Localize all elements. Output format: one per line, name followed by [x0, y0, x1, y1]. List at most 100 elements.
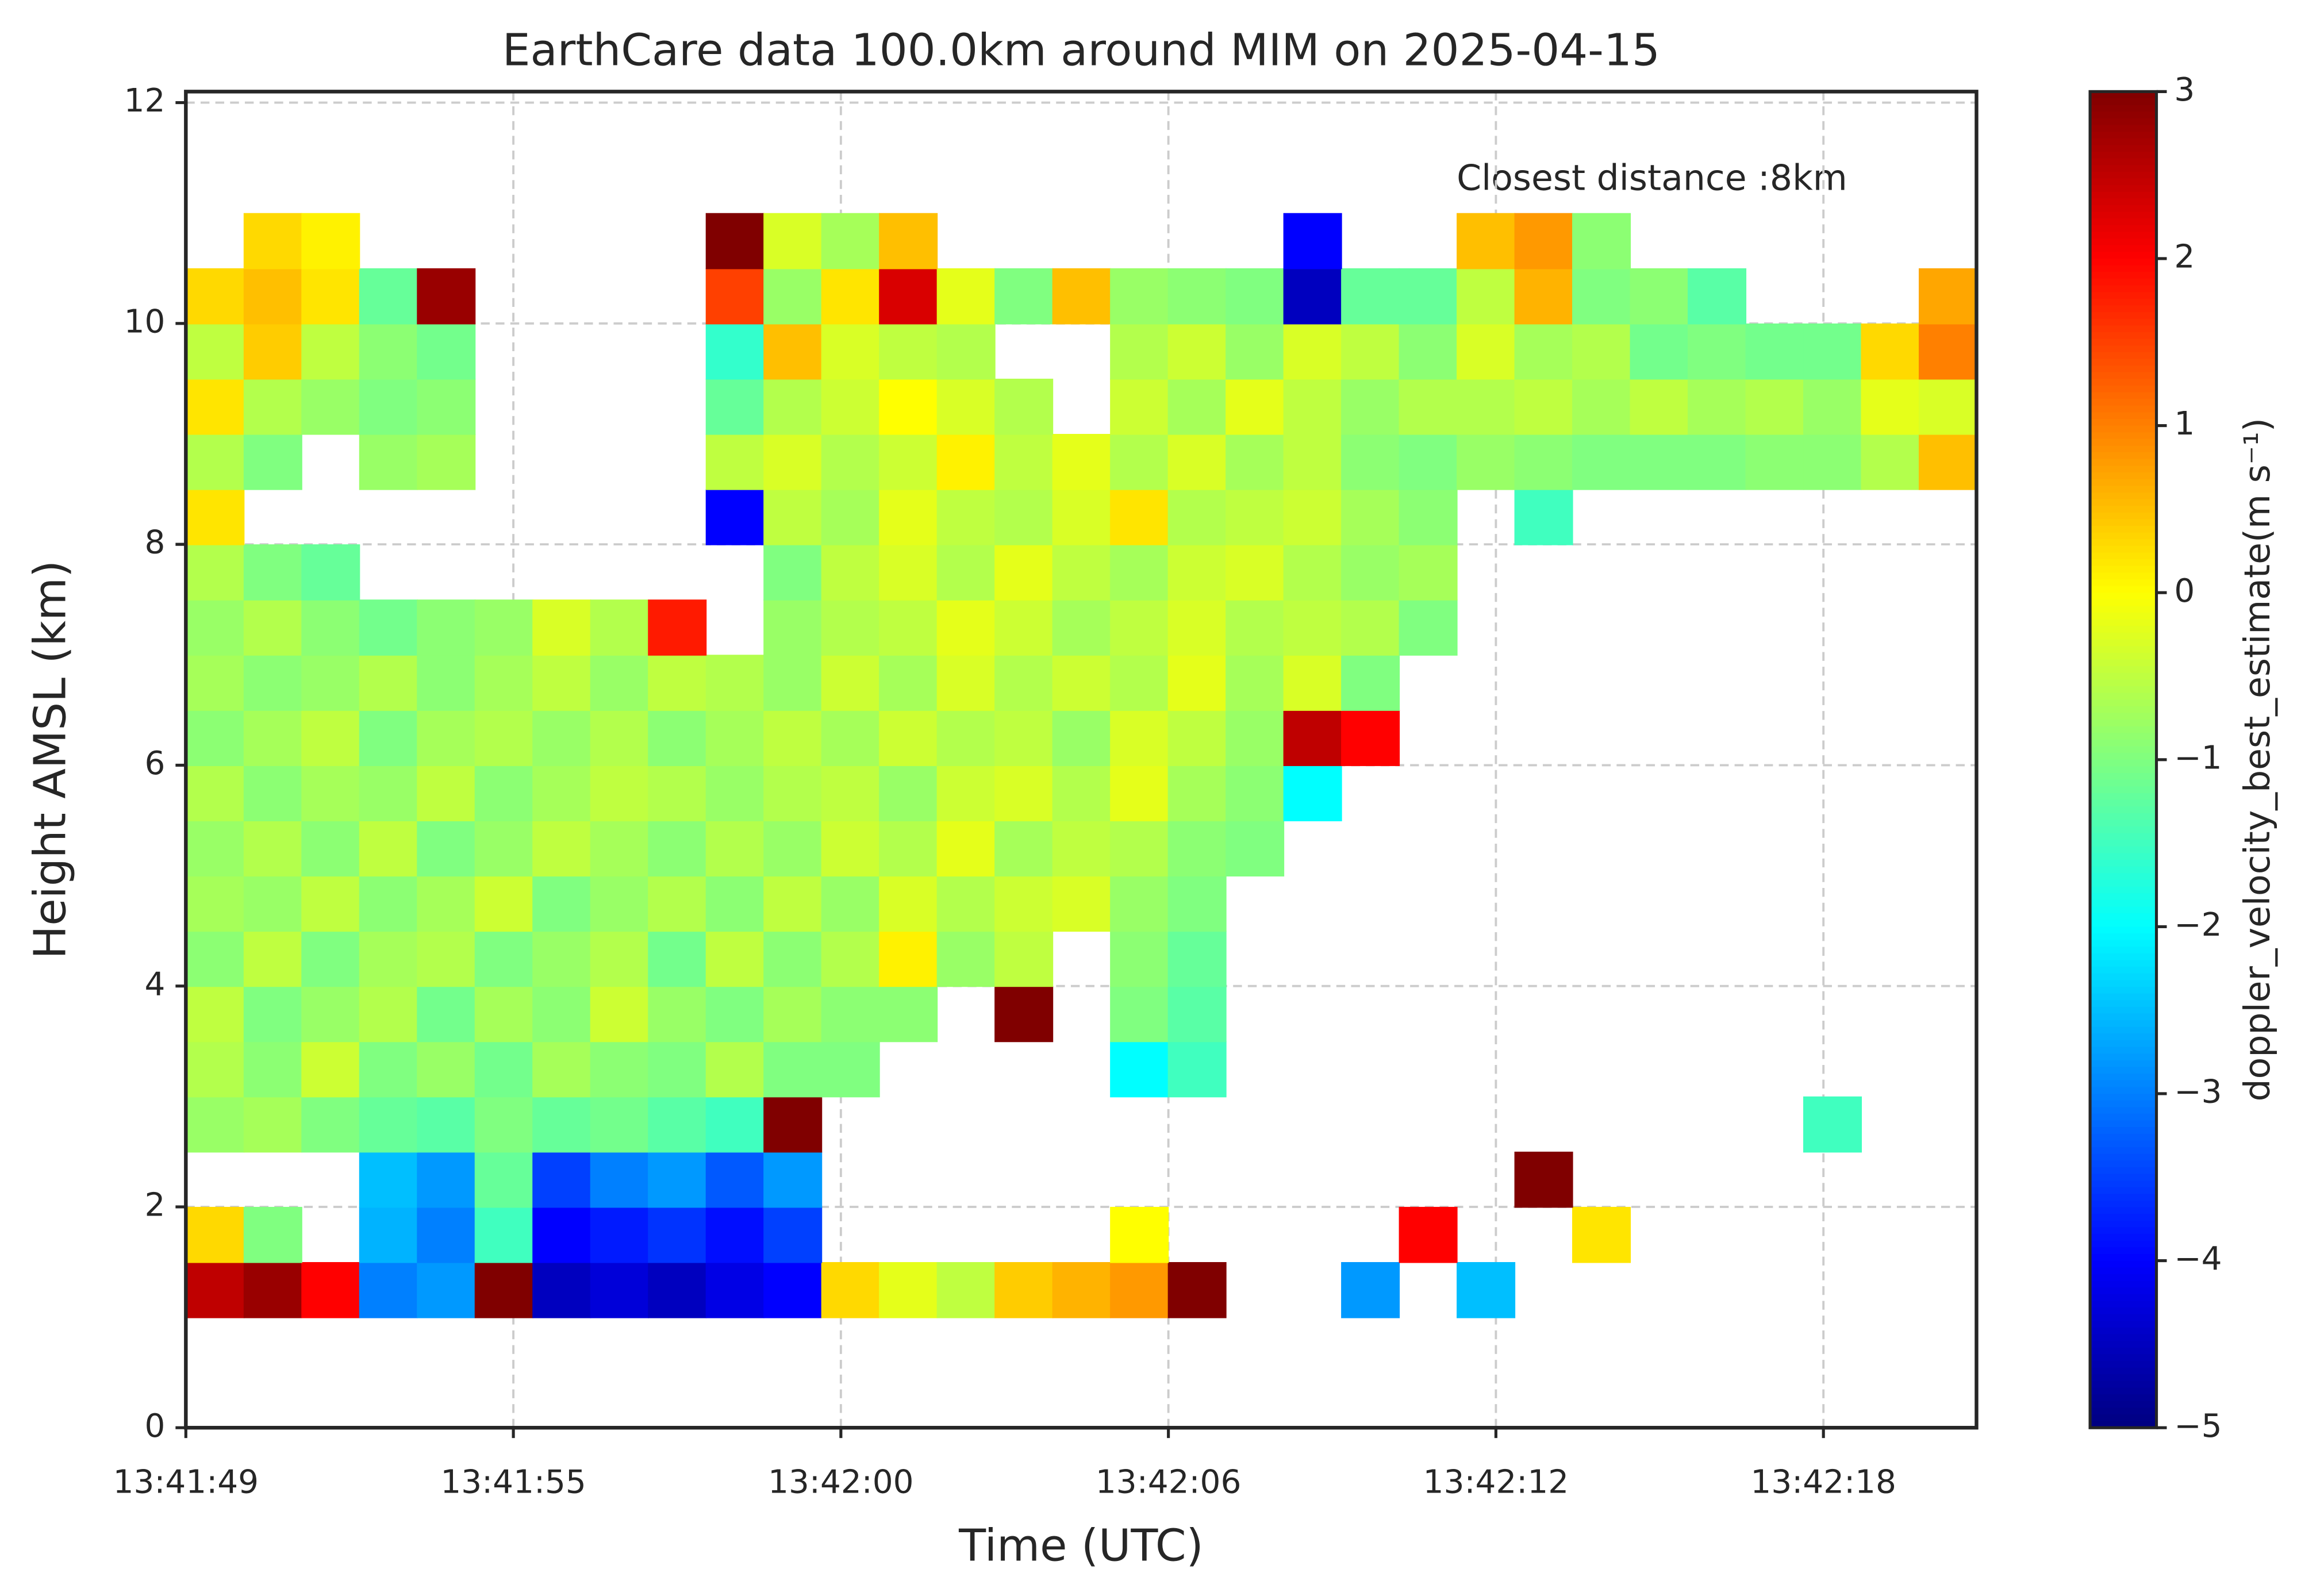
heatmap-cell: [821, 765, 880, 821]
heatmap-cell: [705, 489, 765, 545]
heatmap-cell: [1861, 323, 1920, 380]
heatmap-cell: [243, 930, 302, 987]
heatmap-cell: [1167, 655, 1227, 711]
colorbar-segment: [2090, 1387, 2157, 1395]
heatmap-cell: [301, 765, 360, 821]
heatmap-cell: [359, 710, 418, 766]
heatmap-cell: [879, 710, 938, 766]
heatmap-cell: [879, 378, 938, 435]
heatmap-cell: [763, 1096, 823, 1153]
heatmap-cell: [1341, 433, 1400, 490]
heatmap-cell: [936, 930, 996, 987]
y-tick-label: 4: [144, 966, 165, 1003]
heatmap-cell: [1399, 433, 1458, 490]
heatmap-cell: [590, 986, 649, 1043]
x-axis-label: Time (UTC): [958, 1521, 1203, 1572]
colorbar-segment: [2090, 492, 2157, 500]
heatmap-cell: [243, 433, 302, 490]
heatmap-cell: [474, 1262, 533, 1318]
colorbar-segment: [2090, 205, 2157, 213]
heatmap-cell: [1457, 1262, 1516, 1318]
heatmap-cell: [243, 986, 302, 1043]
heatmap-cell: [417, 655, 476, 711]
heatmap-cell: [648, 820, 707, 877]
heatmap-cell: [1283, 433, 1342, 490]
heatmap-cell: [705, 655, 765, 711]
colorbar-segment: [2090, 1026, 2157, 1034]
colorbar-segment: [2090, 506, 2157, 514]
colorbar-segment: [2090, 425, 2157, 433]
heatmap-cell: [879, 986, 938, 1043]
heatmap-cell: [821, 323, 880, 380]
heatmap-cell: [590, 1151, 649, 1208]
heatmap-cell: [186, 765, 245, 821]
heatmap-cell: [417, 710, 476, 766]
heatmap-cell: [879, 1262, 938, 1318]
heatmap-cell: [705, 875, 765, 932]
colorbar-tick-label: 0: [2174, 572, 2195, 610]
heatmap-cell: [186, 433, 245, 490]
heatmap-cell: [417, 1151, 476, 1208]
heatmap-cell: [1572, 323, 1631, 380]
heatmap-cell: [417, 599, 476, 656]
colorbar-segment: [2090, 532, 2157, 540]
colorbar-segment: [2090, 98, 2157, 106]
heatmap-cell: [532, 1206, 591, 1263]
heatmap-cell: [879, 599, 938, 656]
colorbar-segment: [2090, 1334, 2157, 1342]
heatmap-cell: [1283, 323, 1342, 380]
colorbar-segment: [2090, 980, 2157, 988]
heatmap-cell: [648, 655, 707, 711]
colorbar-segment: [2090, 1020, 2157, 1028]
colorbar-segment: [2090, 713, 2157, 721]
heatmap-cell: [821, 930, 880, 987]
heatmap-cell: [1803, 323, 1862, 380]
heatmap-cell: [1341, 655, 1400, 711]
heatmap-cell: [1283, 544, 1342, 601]
heatmap-cell: [359, 1096, 418, 1153]
heatmap-cell: [763, 875, 823, 932]
heatmap-cell: [186, 489, 245, 545]
heatmap-cell: [474, 655, 533, 711]
heatmap-cell: [1803, 378, 1862, 435]
colorbar-segment: [2090, 1200, 2157, 1209]
heatmap-cell: [763, 820, 823, 877]
heatmap-cell: [1399, 489, 1458, 545]
colorbar-segment: [2090, 272, 2157, 280]
heatmap-cell: [936, 710, 996, 766]
y-tick-label: 2: [144, 1187, 165, 1224]
colorbar-segment: [2090, 833, 2157, 841]
heatmap-cell: [1226, 489, 1285, 545]
colorbar-segment: [2090, 345, 2157, 353]
colorbar-segment: [2090, 1113, 2157, 1122]
heatmap-cell: [1167, 599, 1227, 656]
heatmap-cell: [243, 1041, 302, 1098]
heatmap-cell: [186, 268, 245, 325]
colorbar-tick-label: −2: [2174, 906, 2222, 944]
colorbar-segment: [2090, 906, 2157, 914]
colorbar-segment: [2090, 432, 2157, 440]
colorbar-segment: [2090, 138, 2157, 146]
heatmap-cell: [1457, 213, 1516, 270]
heatmap-cell: [1341, 268, 1400, 325]
colorbar-segment: [2090, 1240, 2157, 1248]
heatmap-cell: [1167, 820, 1227, 877]
colorbar-segment: [2090, 766, 2157, 774]
colorbar-segment: [2090, 1274, 2157, 1282]
heatmap-cell: [1457, 268, 1516, 325]
heatmap-cell: [1514, 268, 1573, 325]
heatmap-cell: [763, 213, 823, 270]
heatmap-cell: [1110, 433, 1169, 490]
heatmap-cell: [243, 1096, 302, 1153]
heatmap-cell: [821, 986, 880, 1043]
heatmap-cell: [1226, 765, 1285, 821]
heatmap-cell: [359, 930, 418, 987]
colorbar-segment: [2090, 1247, 2157, 1255]
colorbar-segment: [2090, 418, 2157, 427]
heatmap-cell: [1052, 875, 1111, 932]
heatmap-cell: [1918, 268, 1978, 325]
heatmap-cell: [243, 544, 302, 601]
heatmap-cell: [590, 1041, 649, 1098]
heatmap-cell: [1167, 1041, 1227, 1098]
colorbar-segment: [2090, 185, 2157, 193]
